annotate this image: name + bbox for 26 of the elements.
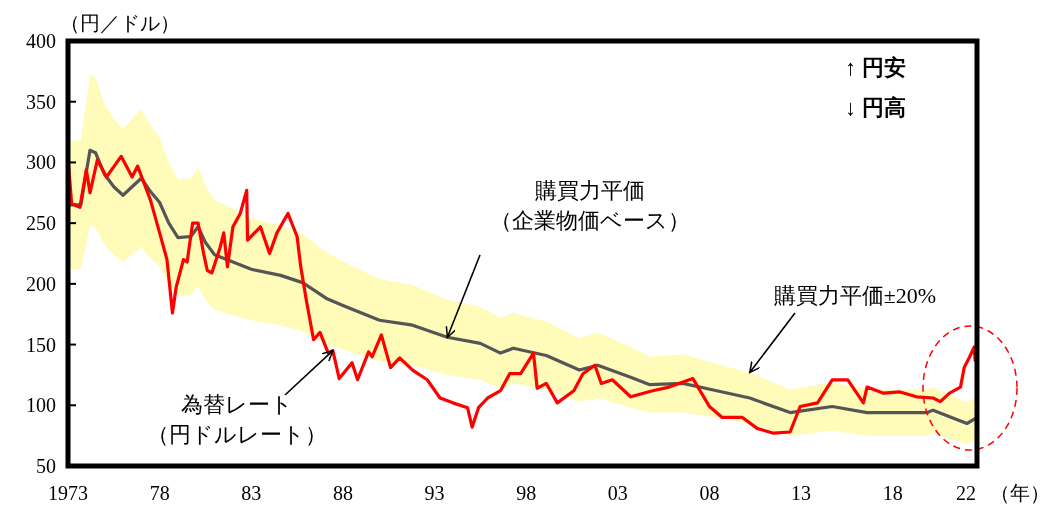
y-tick-label: 150 <box>26 333 56 356</box>
y-tick-label: 250 <box>26 212 56 235</box>
x-tick-label: 83 <box>241 482 262 504</box>
x-tick-label: 78 <box>149 482 170 504</box>
x-tick-label: 1973 <box>48 482 88 504</box>
annotation: ↓ 円高 <box>845 95 906 120</box>
annotation: 購買力平価（企業物価ベース） <box>490 178 690 233</box>
x-tick-label: 93 <box>424 482 445 504</box>
x-tick-label: 03 <box>607 482 628 504</box>
annotation: ↑ 円安 <box>845 55 906 80</box>
y-tick-label: 350 <box>26 90 56 113</box>
y-tick-label: 300 <box>26 151 56 174</box>
x-tick-label: 98 <box>516 482 537 504</box>
annotation: 為替レート（円ドルレート） <box>147 392 327 447</box>
x-tick-label: 22 <box>956 482 976 504</box>
x-tick-label: 18 <box>882 482 903 504</box>
y-tick-label: 50 <box>36 455 56 477</box>
x-tick-label: 88 <box>332 482 353 504</box>
x-tick-label: 08 <box>699 482 720 504</box>
annotation: 購買力平価±20% <box>773 283 937 308</box>
y-tick-label: 200 <box>26 272 56 295</box>
y-tick-label: 400 <box>26 30 56 52</box>
y-tick-label: 100 <box>26 394 56 417</box>
y-axis-title: （円／ドル） <box>60 12 180 34</box>
x-tick-label: 13 <box>791 482 812 504</box>
x-axis-title: （年） <box>990 482 1042 504</box>
